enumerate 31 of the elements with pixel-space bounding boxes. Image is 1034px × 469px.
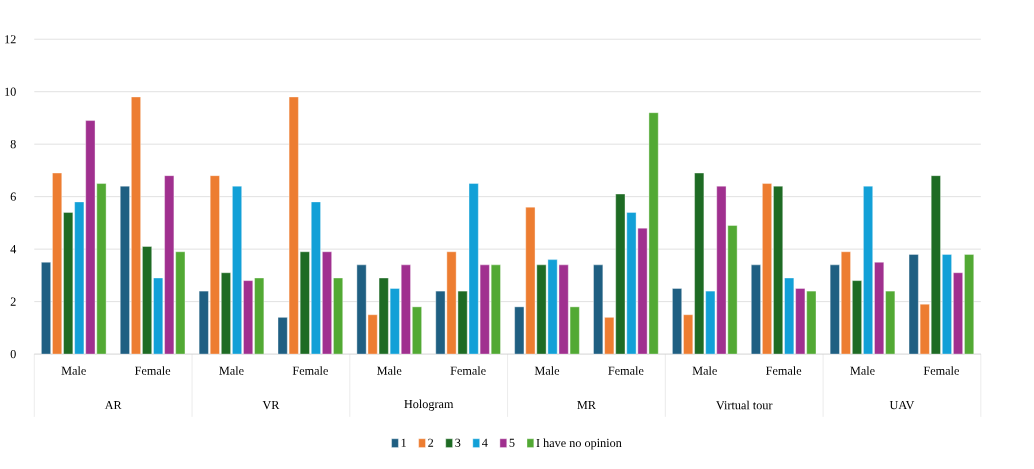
x-tick-label: Male [61, 366, 86, 375]
text: VR [262, 401, 280, 410]
x-tick-label: Female [608, 366, 644, 375]
x-tick-label: Male [219, 366, 244, 375]
legend-label: 1 [401, 438, 406, 447]
legend-label: 3 [455, 438, 461, 447]
y-tick-label: 8 [10, 140, 16, 149]
x-tick-label: Female [923, 366, 959, 375]
x-tick-label: Female [450, 366, 486, 375]
y-tick-label: 0 [10, 350, 16, 359]
text: AR [104, 401, 122, 410]
x-tick-label: Male [534, 366, 560, 375]
x-tick-label: Male [850, 366, 875, 375]
legend-label: 4 [482, 438, 488, 447]
legend-label: I have no opinion [536, 438, 622, 450]
y-tick-label: 4 [10, 245, 17, 254]
x-tick-label: Male [692, 366, 717, 375]
text: UAV [889, 401, 915, 410]
text: Virtual tour [716, 400, 773, 410]
x-tick-label: Female [766, 366, 802, 375]
y-tick-label: 6 [10, 192, 16, 201]
text: MR [577, 401, 596, 410]
y-tick-label: 10 [5, 87, 16, 96]
x-tick-label: Male [377, 366, 402, 375]
y-tick-label: 12 [5, 35, 16, 44]
legend-label: 2 [428, 438, 434, 447]
y-tick-label: 2 [10, 297, 16, 306]
legend-label: 5 [509, 438, 515, 447]
text: Hologram [404, 399, 454, 411]
x-tick-label: Female [134, 366, 171, 375]
x-tick-label: Female [292, 366, 328, 375]
